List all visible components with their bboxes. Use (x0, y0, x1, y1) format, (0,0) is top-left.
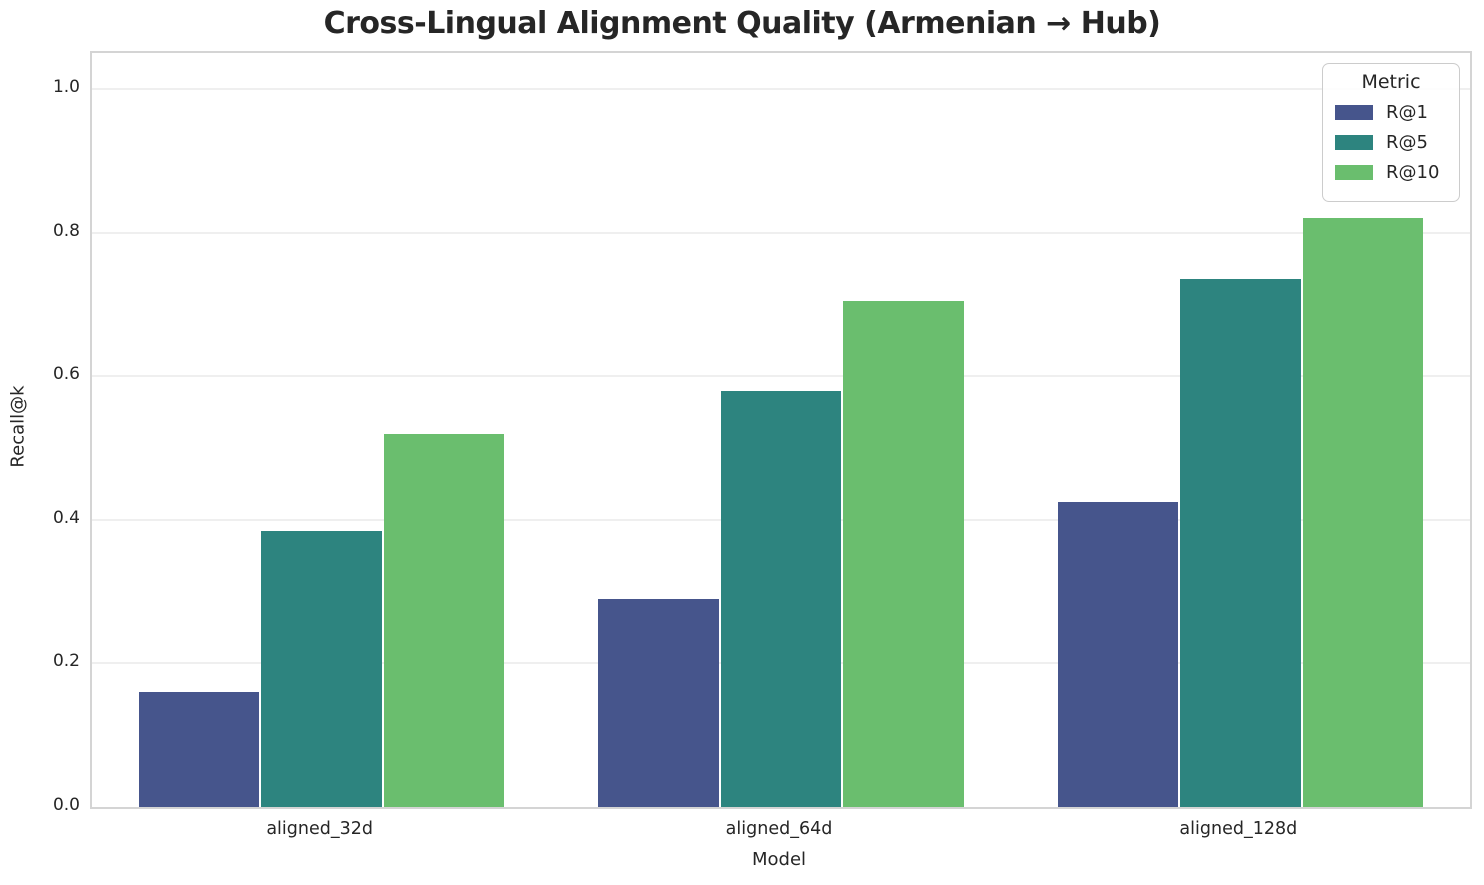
y-tick-label-0.2: 0.2 (52, 651, 80, 672)
y-tick-label-0.0: 0.0 (52, 795, 80, 815)
legend-item-r-1: R@1 (1335, 102, 1447, 123)
bar-r-1-aligned-64d (598, 598, 719, 807)
y-axis-label: Recall@k (7, 385, 29, 468)
y-tick-label-0.6: 0.6 (52, 364, 80, 385)
legend-swatch-r-10 (1335, 165, 1373, 180)
legend-swatch-r-1 (1335, 105, 1373, 120)
y-tick-label-0.8: 0.8 (52, 220, 80, 241)
y-tick-label-1.0: 1.0 (52, 76, 80, 97)
x-axis-label: Model (751, 849, 807, 870)
legend-item-r-5: R@5 (1335, 132, 1447, 153)
bar-r-5-aligned-128d (1180, 279, 1301, 807)
bar-r-5-aligned-64d (720, 390, 842, 807)
legend-label-r-10: R@10 (1386, 162, 1440, 183)
bar-r-10-aligned-64d (843, 300, 964, 807)
grid-line-0.8 (92, 231, 1470, 234)
bar-r-1-aligned-32d (138, 692, 260, 807)
x-tick-label-aligned-32d: aligned_32d (266, 819, 373, 839)
legend-label-r-5: R@5 (1386, 132, 1428, 153)
chart-title: Cross-Lingual Alignment Quality (Armenia… (323, 6, 1161, 41)
y-tick-label-0.4: 0.4 (52, 507, 80, 528)
legend-title: Metric (1361, 71, 1421, 93)
legend-item-r-10: R@10 (1335, 162, 1447, 183)
plot-area (90, 51, 1472, 809)
grid-line-0.6 (92, 375, 1470, 378)
grid-line-1 (92, 87, 1470, 90)
legend-swatch-r-5 (1335, 135, 1373, 150)
legend: Metric R@1 R@5 R@10 (1322, 63, 1460, 202)
bar-r-10-aligned-32d (383, 433, 505, 807)
bar-r-10-aligned-128d (1302, 218, 1424, 807)
bar-r-1-aligned-128d (1057, 501, 1179, 807)
x-tick-label-aligned-128d: aligned_128d (1179, 819, 1298, 839)
x-tick-label-aligned-64d: aligned_64d (725, 819, 833, 839)
legend-items: R@1 R@5 R@10 (1335, 102, 1447, 183)
bar-r-5-aligned-32d (261, 530, 382, 807)
legend-label-r-1: R@1 (1386, 102, 1428, 123)
